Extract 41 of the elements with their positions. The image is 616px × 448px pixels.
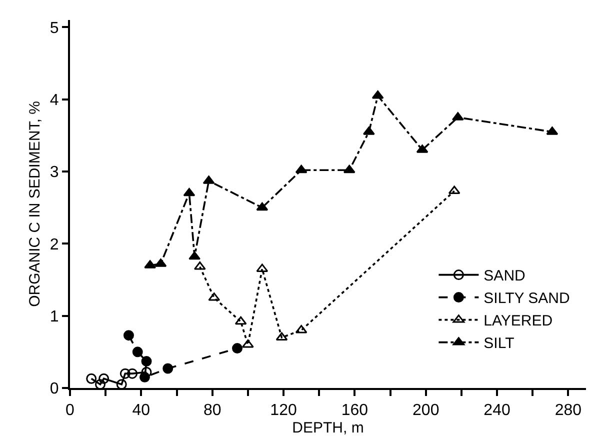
point [183,188,196,196]
point [295,164,308,174]
point [234,316,247,325]
point [98,373,110,384]
point [232,343,243,354]
point [132,346,143,358]
point [343,164,356,174]
x-tick-label: 40 [132,402,150,420]
point [242,339,254,348]
y-tick-label: 2 [50,236,59,254]
point [139,372,150,382]
y-tick-label: 1 [50,308,59,326]
point [448,186,460,194]
x-tick-label: 120 [270,402,297,420]
point [188,251,200,260]
legend-label: SILT [484,335,514,352]
point [86,373,97,384]
x-tick-label: 280 [554,402,582,420]
point [95,379,106,388]
point [141,356,152,367]
point [120,368,130,379]
y-tick-label: 4 [50,92,59,109]
legend-label: SILTY SAND [484,290,570,308]
point [256,202,268,211]
legend-label: SAND [484,268,526,285]
x-tick-label: 0 [66,402,75,420]
x-tick-label: 200 [412,402,440,420]
y-tick-label: 0 [50,380,59,398]
point [141,366,152,378]
point [123,330,134,341]
x-axis-title: DEPTH, m [292,420,364,437]
y-tick-label: 5 [50,20,59,37]
point [116,379,127,388]
point [162,363,174,374]
point [127,368,138,379]
y-tick-label: 3 [50,164,59,182]
legend-label: LAYERED [484,312,553,330]
y-axis-title: ORGANIC C IN SEDIMENT, % [26,101,44,307]
x-tick-label: 160 [341,402,368,420]
x-tick-label: 240 [484,402,510,420]
x-tick-label: 80 [203,402,222,420]
